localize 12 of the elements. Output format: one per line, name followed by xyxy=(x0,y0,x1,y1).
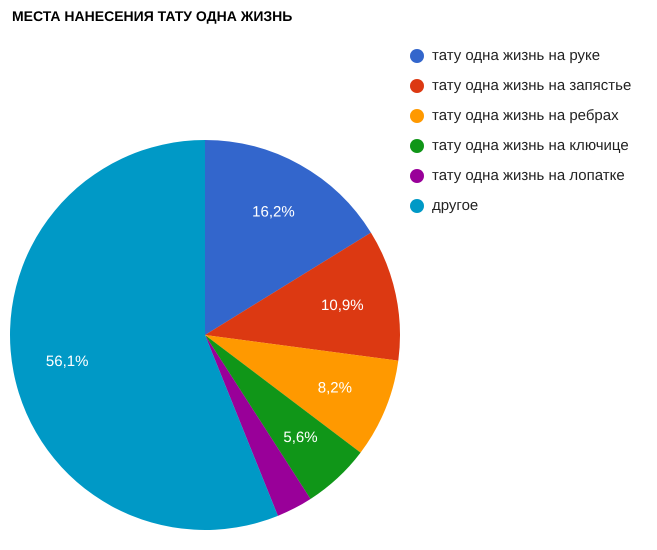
legend-label: тату одна жизнь на запястье xyxy=(432,76,632,96)
data-label: 8,2% xyxy=(318,379,352,396)
legend-label: тату одна жизнь на ребрах xyxy=(432,106,619,126)
legend-label: тату одна жизнь на руке xyxy=(432,46,600,66)
chart-title: МЕСТА НАНЕСЕНИЯ ТАТУ ОДНА ЖИЗНЬ xyxy=(12,8,292,24)
data-label: 10,9% xyxy=(321,296,364,314)
legend-label: другое xyxy=(432,196,478,216)
data-label: 5,6% xyxy=(283,429,318,446)
data-label: 56,1% xyxy=(46,352,88,370)
data-label: 16,2% xyxy=(252,204,295,221)
legend-label: тату одна жизнь на ключице xyxy=(432,136,629,156)
legend-label: тату одна жизнь на лопатке xyxy=(432,166,625,186)
